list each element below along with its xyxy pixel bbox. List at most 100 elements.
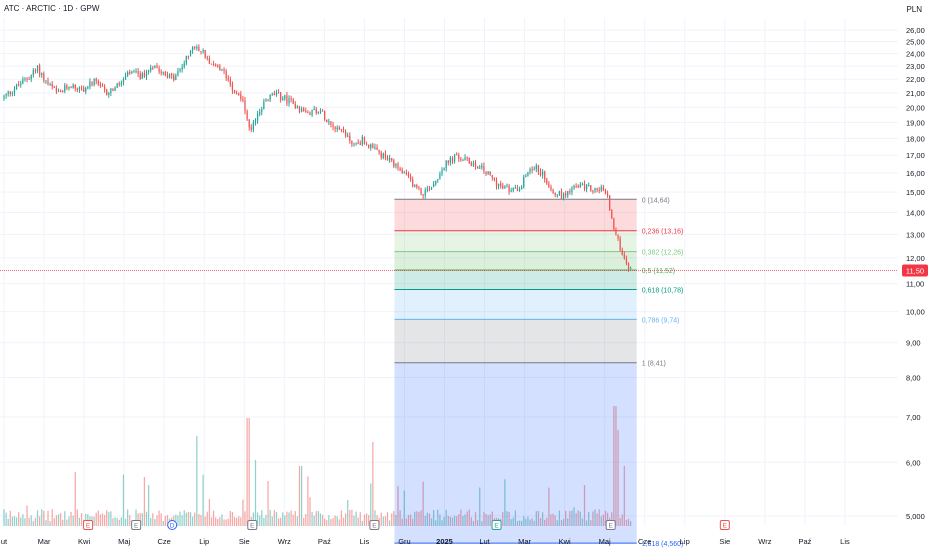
- candle-body: [397, 163, 399, 169]
- volume-bar: [166, 514, 169, 526]
- volume-bar: [602, 514, 605, 526]
- volume-bar: [152, 513, 154, 526]
- volume-bar: [388, 520, 391, 526]
- candle-body: [179, 69, 181, 71]
- candle-body: [479, 167, 481, 169]
- volume-bar: [403, 490, 405, 526]
- candle-body: [110, 88, 112, 94]
- candle-body: [560, 191, 563, 199]
- candle-body: [529, 169, 531, 173]
- price-tick-label: 21,00: [906, 89, 925, 98]
- volume-bar: [541, 512, 544, 526]
- volume-bar: [380, 512, 382, 526]
- volume-bar: [583, 485, 586, 526]
- volume-bar: [533, 520, 535, 526]
- volume-bar: [401, 518, 403, 526]
- symbol-title[interactable]: ATC · ARCTIC · 1D · GPW: [4, 4, 100, 13]
- candle-body: [380, 152, 382, 158]
- candle-body: [124, 75, 127, 80]
- price-axis[interactable]: 5,000 6,00 7,00 8,00 9,00 10,00 11,00 12,00 13,0…: [906, 26, 925, 521]
- candle-body: [175, 75, 177, 81]
- volume-bar: [611, 512, 613, 526]
- price-tick-label: 25,00: [906, 38, 925, 47]
- volume-bar: [510, 519, 512, 526]
- volume-bar: [456, 516, 458, 526]
- volume-bar: [483, 512, 485, 526]
- volume-bar: [399, 510, 401, 526]
- time-tick-label: Lip: [680, 537, 690, 546]
- candle-body: [579, 184, 581, 187]
- time-axis[interactable]: ut Mar Kwi Maj Cze Lip Sie Wrz Paź Lis Gru 2025 Lut M…: [1, 537, 850, 546]
- candle-body: [491, 175, 493, 178]
- fib-level-label: 0,382 (12,26): [642, 250, 684, 257]
- candle-body: [204, 49, 206, 58]
- volume-bar: [177, 515, 179, 526]
- earnings-marker-icon: [247, 520, 258, 530]
- volume-bar: [284, 515, 286, 526]
- fib-level-label: 0,5 (11,52): [642, 268, 675, 275]
- time-tick-label: Kwi: [78, 537, 90, 546]
- volume-bar: [384, 516, 387, 526]
- volume-bar: [93, 516, 95, 526]
- candle-body: [120, 82, 122, 85]
- volume-bar: [246, 418, 248, 526]
- price-tick-label: 7,00: [906, 413, 921, 422]
- candle-body: [422, 194, 424, 196]
- candle-body: [556, 194, 558, 196]
- candle-body: [305, 110, 307, 113]
- candle-body: [424, 190, 426, 196]
- candle-body: [208, 58, 211, 64]
- candle-body: [623, 254, 625, 259]
- volume-bar: [127, 509, 129, 526]
- fibonacci-retracement[interactable]: 0 (14,64) 0,236 (13,16) 0,382 (12,26) 0,5 (…: [394, 197, 683, 548]
- volume-bar: [145, 511, 148, 526]
- candle-body: [38, 65, 41, 76]
- volume-bar: [625, 519, 628, 526]
- time-tick-label: Sie: [719, 537, 730, 546]
- volume-bar: [353, 515, 355, 526]
- volume-bar: [569, 510, 571, 526]
- candle-body: [447, 161, 449, 163]
- volume-bar: [200, 515, 202, 526]
- time-tick-label: Sie: [239, 537, 250, 546]
- candle-body: [32, 70, 34, 76]
- volume-bar: [95, 512, 97, 526]
- candle-body: [332, 124, 334, 128]
- candle-body: [28, 78, 30, 80]
- candle-body: [137, 71, 139, 74]
- candle-body: [606, 193, 609, 196]
- volume-bar: [514, 510, 516, 526]
- candle-body: [315, 108, 317, 114]
- volume-bar: [154, 519, 156, 526]
- volume-bar: [615, 406, 617, 526]
- volume-bar: [305, 514, 307, 526]
- volume-bar: [336, 516, 338, 526]
- candle-body: [470, 163, 472, 166]
- volume-bar: [269, 509, 271, 526]
- volume-bar: [474, 512, 477, 526]
- candle-body: [263, 101, 265, 110]
- volume-bar: [567, 518, 569, 526]
- volume-bar: [273, 510, 275, 526]
- price-tick-label: 18,00: [906, 134, 925, 143]
- volume-bar: [334, 515, 336, 526]
- volume-bar: [529, 519, 531, 526]
- volume-bar: [393, 511, 395, 526]
- candle-body: [357, 142, 359, 144]
- candle-body: [483, 165, 485, 172]
- volume-bar: [55, 515, 58, 526]
- last-price-badge: [902, 264, 928, 277]
- volume-bar: [141, 513, 143, 526]
- volume-bar: [252, 512, 255, 526]
- candle-body: [196, 46, 198, 49]
- candle-body: [261, 109, 263, 113]
- candle-body: [47, 80, 49, 85]
- candle-body: [91, 81, 93, 85]
- volume-bar: [441, 520, 443, 526]
- candle-body: [521, 186, 523, 189]
- candle-body: [185, 56, 187, 64]
- candle-body: [229, 79, 231, 85]
